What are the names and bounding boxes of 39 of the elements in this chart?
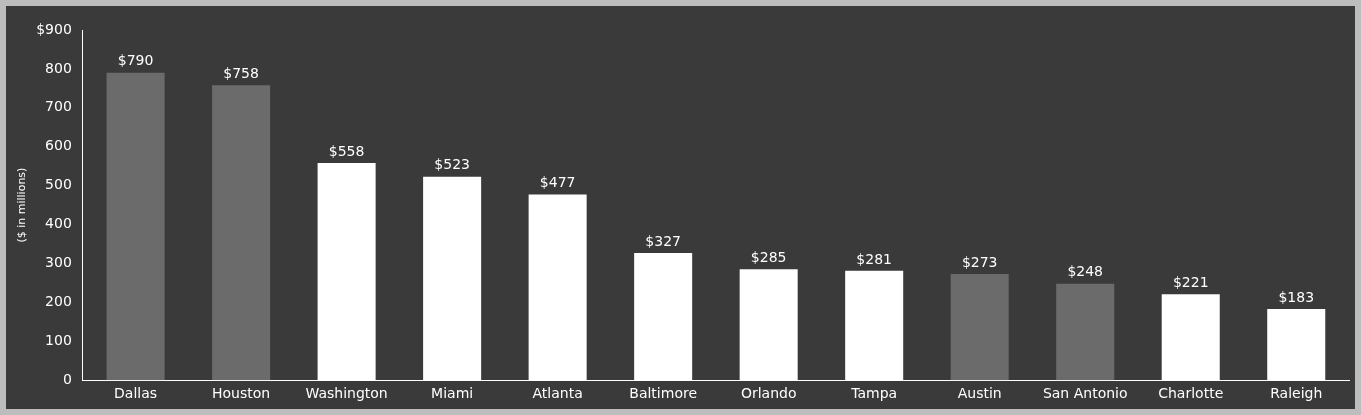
x-tick-label: Atlanta bbox=[532, 385, 583, 402]
bar bbox=[1056, 283, 1115, 381]
data-label: $221 bbox=[1172, 273, 1209, 290]
data-label: $183 bbox=[1278, 288, 1315, 305]
y-axis-title: ($ in millions) bbox=[15, 167, 29, 243]
x-tick-label: Houston bbox=[212, 385, 271, 402]
data-label: $273 bbox=[961, 253, 998, 270]
data-label: $248 bbox=[1067, 263, 1104, 280]
bar bbox=[950, 273, 1009, 381]
data-label: $758 bbox=[223, 64, 259, 81]
y-tick-label: 400 bbox=[45, 215, 72, 232]
x-tick-label: Austin bbox=[957, 385, 1002, 402]
y-tick-label: 0 bbox=[62, 370, 72, 387]
x-tick-label: Raleigh bbox=[1270, 385, 1323, 402]
x-tick-label: Dallas bbox=[114, 385, 158, 402]
bar bbox=[106, 72, 165, 381]
y-tick-label: $900 bbox=[36, 20, 72, 37]
x-tick-label: Tampa bbox=[850, 385, 898, 402]
data-label: $327 bbox=[645, 232, 681, 249]
y-tick-label: 500 bbox=[45, 176, 72, 193]
data-label: $523 bbox=[434, 156, 470, 173]
data-label: $285 bbox=[750, 248, 787, 265]
x-tick-label: Charlotte bbox=[1158, 385, 1224, 402]
y-tick-label: 800 bbox=[45, 59, 72, 76]
y-tick-label: 600 bbox=[45, 137, 72, 154]
data-label: $558 bbox=[328, 142, 365, 159]
x-tick-label: Washington bbox=[305, 385, 388, 402]
data-label: $477 bbox=[539, 174, 576, 191]
y-tick-label: 300 bbox=[45, 254, 72, 271]
x-tick-label: Miami bbox=[431, 385, 474, 402]
y-tick-label: 200 bbox=[45, 293, 72, 310]
bar bbox=[212, 85, 271, 381]
data-label: $790 bbox=[117, 52, 154, 69]
y-tick-label: 700 bbox=[45, 98, 72, 115]
x-tick-label: Baltimore bbox=[629, 385, 698, 402]
data-label: $281 bbox=[856, 250, 893, 267]
y-tick-label: 100 bbox=[45, 331, 72, 348]
x-tick-label: San Antonio bbox=[1042, 385, 1128, 402]
x-tick-label: Orlando bbox=[740, 385, 797, 402]
